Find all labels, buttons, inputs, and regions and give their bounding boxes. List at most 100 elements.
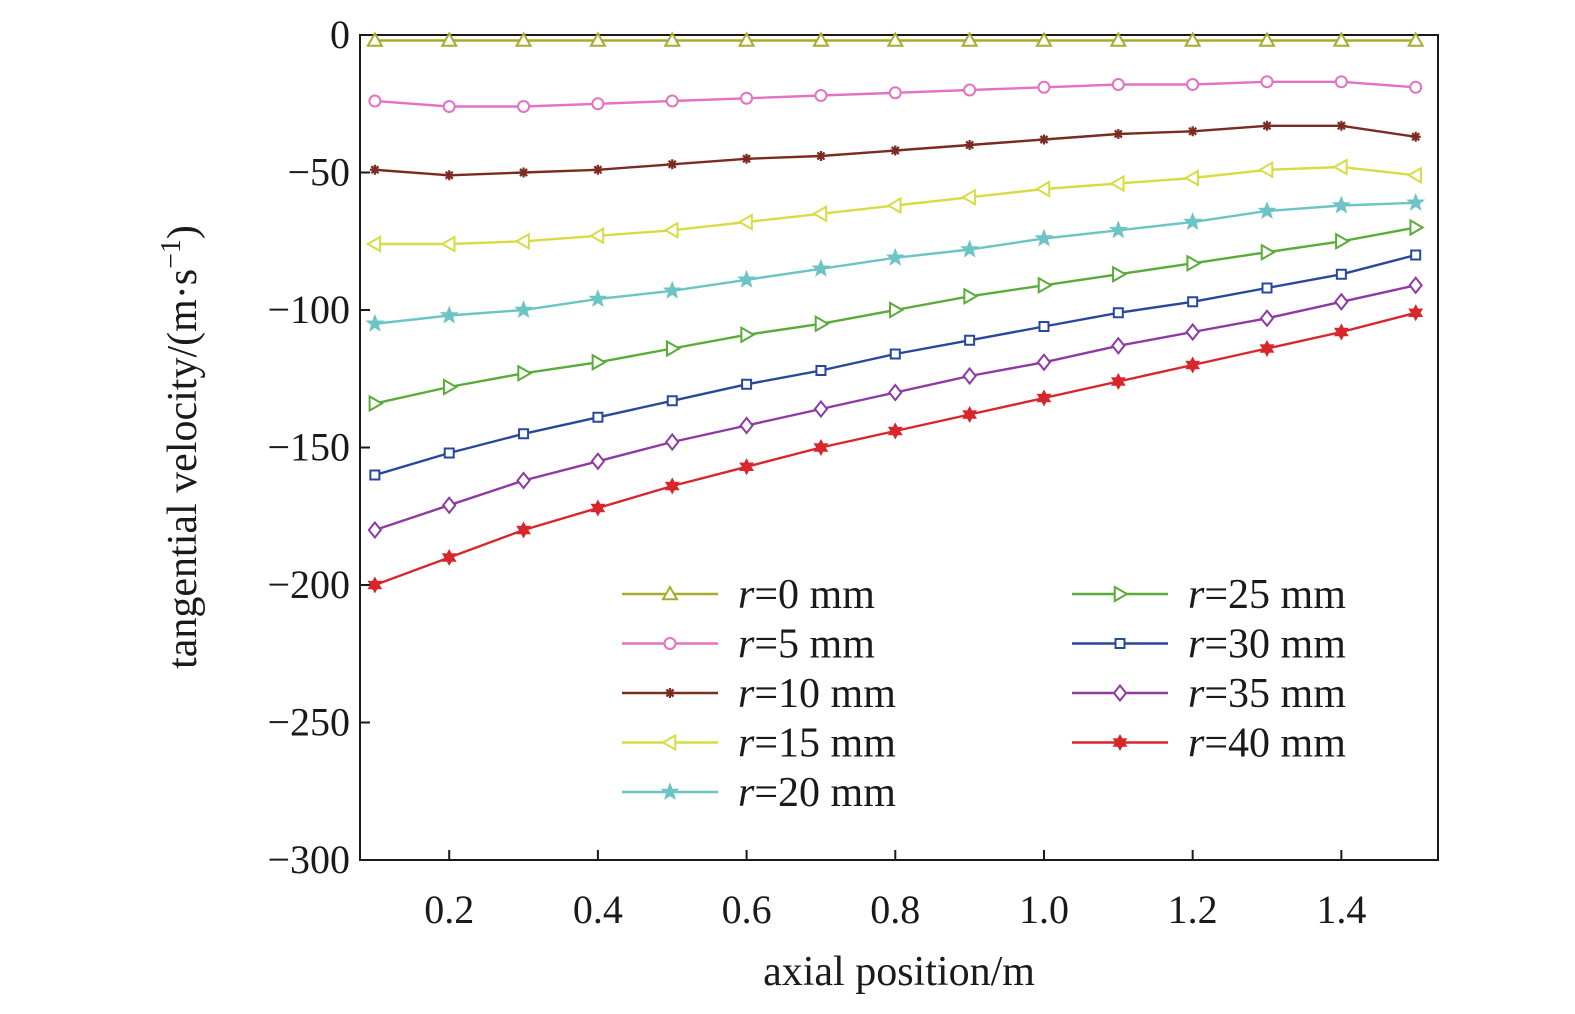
data-point [814,89,828,102]
legend-swatch-marker [663,637,677,650]
y-axis-label-close: ) [160,225,206,239]
y-tick-label: 0 [330,12,350,57]
data-point [1334,75,1348,89]
data-point [1259,309,1275,328]
data-point [740,326,756,344]
data-point [516,521,531,539]
data-point [664,432,680,452]
x-tick-label: 1.4 [1316,887,1366,932]
data-point [1112,265,1128,283]
legend-swatch-marker [665,688,675,698]
data-point [1037,276,1053,294]
data-point [1331,195,1351,214]
data-point [1187,296,1199,308]
data-point [1260,75,1274,89]
data-point [1112,307,1124,319]
data-point [441,548,457,567]
x-tick-label: 1.2 [1168,887,1218,932]
data-point [1410,249,1422,261]
data-point [1408,276,1423,295]
y-axis-label-superscript: −1 [156,239,187,269]
data-point [667,159,678,170]
data-point [1034,228,1054,247]
data-point [1038,321,1050,332]
data-point [1185,356,1201,374]
y-tick-label: −150 [267,425,350,470]
data-point [588,227,605,245]
data-point [889,348,901,360]
data-point [1187,126,1198,137]
legend-item: r=40 mm [1072,721,1346,767]
data-point [592,164,603,175]
data-point [514,232,530,250]
legend-item: r=10 mm [622,671,896,717]
data-point [517,364,533,382]
data-point [960,239,980,258]
x-tick-label: 0.4 [573,887,623,932]
series-r10mm [369,120,1421,181]
series-line [374,284,1416,532]
data-point [665,94,679,108]
data-point [666,395,678,407]
data-point [1261,282,1273,294]
legend-label: r=10 mm [738,671,896,717]
data-point [1408,304,1424,322]
legend-swatch-marker [660,782,680,801]
data-point [1037,80,1051,94]
data-point [813,399,829,419]
series-r35mm [367,276,1423,540]
data-point [518,167,529,178]
y-axis-ticks: 0 −50 −100 −150 −200 −250 −300 [267,12,370,882]
data-point [890,145,901,156]
data-point [1409,80,1423,94]
data-point [590,452,606,471]
series-r15mm [365,158,1422,253]
legend: r=0 mmr=5 mmr=10 mmr=15 mmr=20 mm r=25 mm… [622,572,1346,816]
x-tick-label: 0.6 [722,887,772,932]
legend-label: r=30 mm [1188,622,1346,668]
data-point [1109,174,1125,193]
data-point [441,496,457,515]
data-point [1260,243,1277,261]
data-point [1336,120,1347,131]
data-point [439,305,459,324]
data-point [1186,78,1200,91]
data-point [664,477,680,495]
data-point [964,334,976,346]
data-point [885,247,905,266]
data-point [963,287,979,305]
data-point [369,164,380,175]
data-point [1113,129,1124,139]
data-point [369,469,381,481]
data-point [888,383,903,402]
data-point [1108,220,1128,239]
data-point [663,221,679,239]
data-point [1332,31,1351,47]
legend-swatch-marker [661,584,679,601]
data-point [1257,161,1274,179]
y-axis-label-main: tangential velocity/(m·s [160,269,206,669]
data-point [962,366,977,386]
data-point [590,499,606,517]
legend-label: r=40 mm [1188,721,1346,767]
legend-item: r=5 mm [622,622,875,668]
data-point [739,416,754,435]
series-r30mm [369,249,1422,481]
data-point [366,31,384,47]
data-point [444,170,455,181]
legend-label: r=15 mm [738,721,896,767]
data-point [1038,134,1049,145]
y-tick-label: −300 [267,837,350,882]
data-point [739,458,754,476]
data-point [1186,254,1202,272]
data-point [1109,31,1128,47]
legend-item: r=20 mm [622,770,896,816]
data-point [1036,389,1052,407]
data-point [889,301,905,319]
series-r0mm [366,31,1425,47]
data-point [1406,166,1422,184]
series-r5mm [368,75,1423,113]
data-point [962,405,978,424]
data-point [815,365,827,376]
data-point [814,315,830,333]
